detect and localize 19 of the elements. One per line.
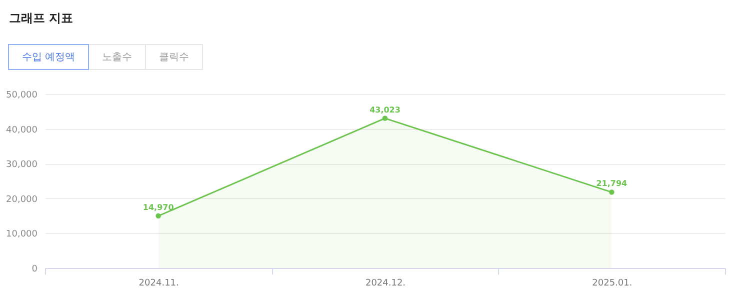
chart-title: 그래프 지표 bbox=[9, 10, 74, 27]
data-label: 14,970 bbox=[142, 202, 174, 212]
tab: 수입 예정액 bbox=[8, 44, 90, 70]
tab: 노출수 bbox=[88, 44, 146, 70]
data-label: 43,023 bbox=[370, 105, 400, 114]
tab: 클릭수 bbox=[145, 44, 204, 70]
y-tick-label: 20,000 bbox=[6, 194, 38, 205]
y-tick-label: 40,000 bbox=[6, 125, 38, 136]
point bbox=[156, 213, 161, 219]
y-tick-label: 0 bbox=[32, 264, 38, 274]
point bbox=[609, 190, 614, 195]
point bbox=[382, 116, 388, 121]
data-label: 21,794 bbox=[596, 179, 628, 188]
x-tick-label: 2024.11. bbox=[138, 278, 179, 288]
y-tick-label: 10,000 bbox=[6, 230, 38, 240]
y-tick-label: 50,000 bbox=[6, 90, 38, 100]
x-tick-label: 2024.12. bbox=[365, 278, 406, 288]
x-tick-label: 2025.01. bbox=[592, 278, 632, 288]
y-tick-label: 30,000 bbox=[6, 160, 38, 170]
